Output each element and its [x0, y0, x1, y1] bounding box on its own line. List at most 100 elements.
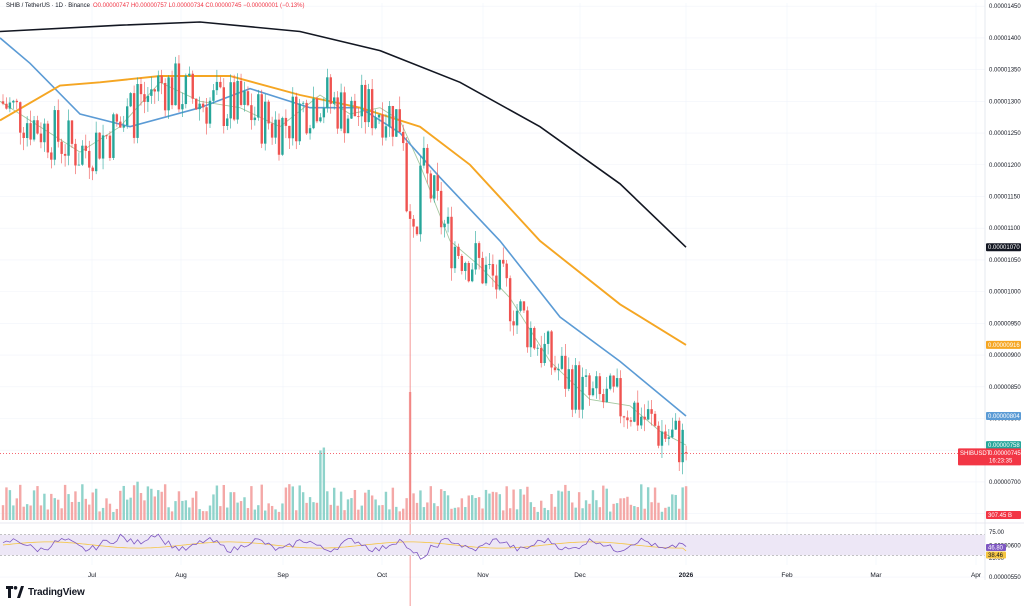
volume-bar — [277, 511, 281, 520]
candle-body — [167, 77, 170, 111]
volume-bar — [198, 509, 201, 520]
candle-body — [191, 73, 194, 99]
volume-bar — [574, 507, 577, 520]
candle-body — [260, 94, 263, 144]
volume-bar — [370, 495, 374, 520]
candle-body — [108, 135, 112, 158]
candle-body — [360, 84, 363, 117]
candle-body — [143, 94, 146, 102]
candle-body — [184, 75, 188, 105]
volume-bar — [674, 494, 677, 520]
candle-body — [50, 152, 53, 160]
volume-bar — [481, 508, 484, 520]
rsi-tick-label: 75.00 — [989, 530, 1005, 536]
candle-body — [122, 125, 125, 128]
volume-bar — [519, 489, 522, 520]
volume-bar — [308, 497, 312, 520]
date-tick-label: Jul — [88, 572, 97, 579]
rsi-value-tag: 46.80 — [986, 544, 1006, 552]
volume-bar — [522, 494, 526, 520]
volume-bar — [446, 495, 450, 520]
volume-bar — [170, 511, 174, 520]
volume-bar — [336, 505, 339, 520]
volume-bar — [257, 505, 260, 520]
volume-bar — [226, 507, 229, 520]
volume-bar — [91, 492, 94, 520]
candle-body — [464, 262, 467, 271]
volume-bar — [229, 492, 232, 520]
candle-body — [326, 77, 329, 109]
volume-bar — [274, 509, 277, 520]
volume-bar — [291, 486, 294, 520]
rsi-line — [2, 533, 687, 560]
candle-body — [115, 114, 119, 122]
volume-bar — [426, 502, 429, 520]
candle-body — [70, 120, 74, 144]
tradingview-brand[interactable]: TradingView — [6, 586, 85, 598]
volume-bar — [364, 492, 367, 520]
candle-body — [136, 84, 139, 138]
volume-bar — [339, 491, 343, 520]
date-tick-label: Mar — [870, 572, 882, 579]
candle-body — [660, 431, 664, 446]
volume-bar — [157, 490, 160, 520]
last-price-tag-value: 0.00000745 — [989, 451, 1021, 457]
volume-bar — [243, 497, 246, 520]
volume-bar — [94, 488, 98, 520]
candle-body — [377, 114, 381, 118]
candle-body — [98, 132, 101, 159]
candle-body — [574, 365, 577, 410]
candle-body — [433, 175, 436, 199]
candle-body — [336, 97, 339, 129]
candle-body — [208, 100, 212, 124]
candle-body — [439, 190, 443, 228]
candle-body — [274, 119, 277, 138]
volume-bar — [460, 498, 464, 520]
volume-bar — [381, 505, 384, 520]
price-tick-label: 0.00001300 — [989, 99, 1021, 105]
volume-tag: 307.45 B — [986, 511, 1021, 519]
volume-bar — [560, 491, 564, 520]
volume-bar — [222, 484, 225, 520]
volume-bar — [77, 501, 81, 520]
candle-body — [32, 120, 36, 140]
volume-bar — [205, 511, 208, 520]
volume-bar — [664, 507, 667, 520]
price-tick-label: 0.00001350 — [989, 68, 1021, 74]
candle-body — [508, 278, 512, 322]
volume-bar — [498, 494, 501, 520]
volume-bar — [136, 481, 139, 520]
volume-bar — [484, 489, 488, 520]
volume-bar — [188, 507, 191, 520]
svg-text:0.00001070: 0.00001070 — [988, 245, 1020, 251]
volume-bar — [502, 510, 505, 520]
volume-bar — [284, 487, 288, 520]
ma200-line — [0, 21, 687, 248]
candle-body — [322, 108, 326, 118]
candle-body — [8, 102, 12, 109]
volume-bar — [288, 484, 291, 520]
candle-body — [346, 118, 350, 134]
candle-body — [301, 102, 305, 104]
volume-bar — [540, 500, 543, 520]
volume-bar — [250, 486, 253, 520]
volume-bar — [39, 505, 43, 520]
candle-body — [267, 101, 270, 124]
volume-bar — [439, 489, 443, 520]
volume-bar — [215, 485, 219, 520]
rsi-ma-value-tag: 38.46 — [986, 551, 1006, 559]
candle-body — [170, 77, 174, 106]
candle-body — [443, 223, 446, 228]
candle-body — [460, 255, 464, 271]
volume-bar — [36, 486, 39, 520]
candle-body — [543, 343, 546, 364]
candle-body — [629, 420, 633, 422]
volume-bar — [636, 507, 639, 520]
volume-bar — [384, 491, 388, 520]
volume-bar — [236, 502, 239, 520]
candle-body — [305, 102, 308, 134]
candle-body — [602, 394, 605, 403]
date-tick-label: Feb — [781, 572, 793, 579]
volume-bar — [429, 486, 432, 520]
